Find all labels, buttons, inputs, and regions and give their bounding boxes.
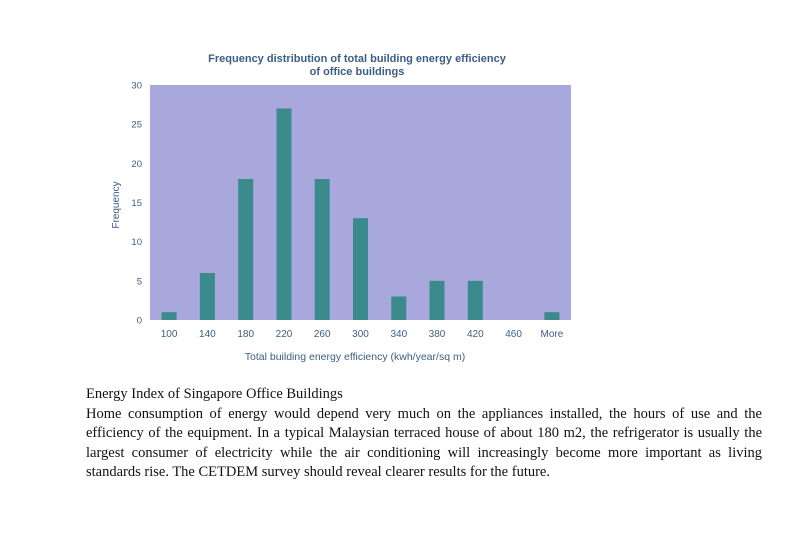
x-tick-label: 100 <box>161 329 178 340</box>
y-axis-label: Frequency <box>111 181 122 228</box>
bar <box>544 312 560 320</box>
document-heading: Energy Index of Singapore Office Buildin… <box>86 386 343 402</box>
x-tick-label: 460 <box>505 329 522 340</box>
bar <box>391 296 407 320</box>
y-tick-label: 5 <box>137 276 142 287</box>
x-tick-label: 180 <box>237 329 254 340</box>
chart-title: Frequency distribution of total building… <box>208 53 507 65</box>
y-tick-label: 10 <box>131 237 142 248</box>
x-tick-label: 340 <box>390 329 407 340</box>
bar <box>314 179 330 320</box>
y-tick-label: 20 <box>131 159 142 170</box>
bar <box>467 280 483 320</box>
y-tick-label: 30 <box>131 81 142 92</box>
x-tick-label: More <box>541 329 564 340</box>
document-paragraph: Home consumption of energy would depend … <box>86 405 762 481</box>
bar <box>161 312 177 320</box>
y-tick-label: 15 <box>131 198 142 209</box>
x-tick-label: 220 <box>276 329 293 340</box>
x-tick-label: 420 <box>467 329 484 340</box>
y-tick-label: 0 <box>137 316 142 327</box>
frequency-bar-chart: Frequency distribution of total building… <box>111 53 571 363</box>
chart-subtitle: of office buildings <box>310 66 405 78</box>
x-tick-label: 260 <box>314 329 331 340</box>
x-axis-label: Total building energy efficiency (kwh/ye… <box>245 351 465 363</box>
x-tick-label: 140 <box>199 329 216 340</box>
bar <box>276 108 292 320</box>
document-text: Energy Index of Singapore Office Buildin… <box>86 385 762 483</box>
bar <box>238 179 254 320</box>
bar <box>353 218 368 320</box>
y-tick-label: 25 <box>131 120 142 131</box>
x-tick-label: 300 <box>352 329 369 340</box>
bar <box>199 273 215 320</box>
x-tick-label: 380 <box>429 329 446 340</box>
bar <box>429 280 445 320</box>
